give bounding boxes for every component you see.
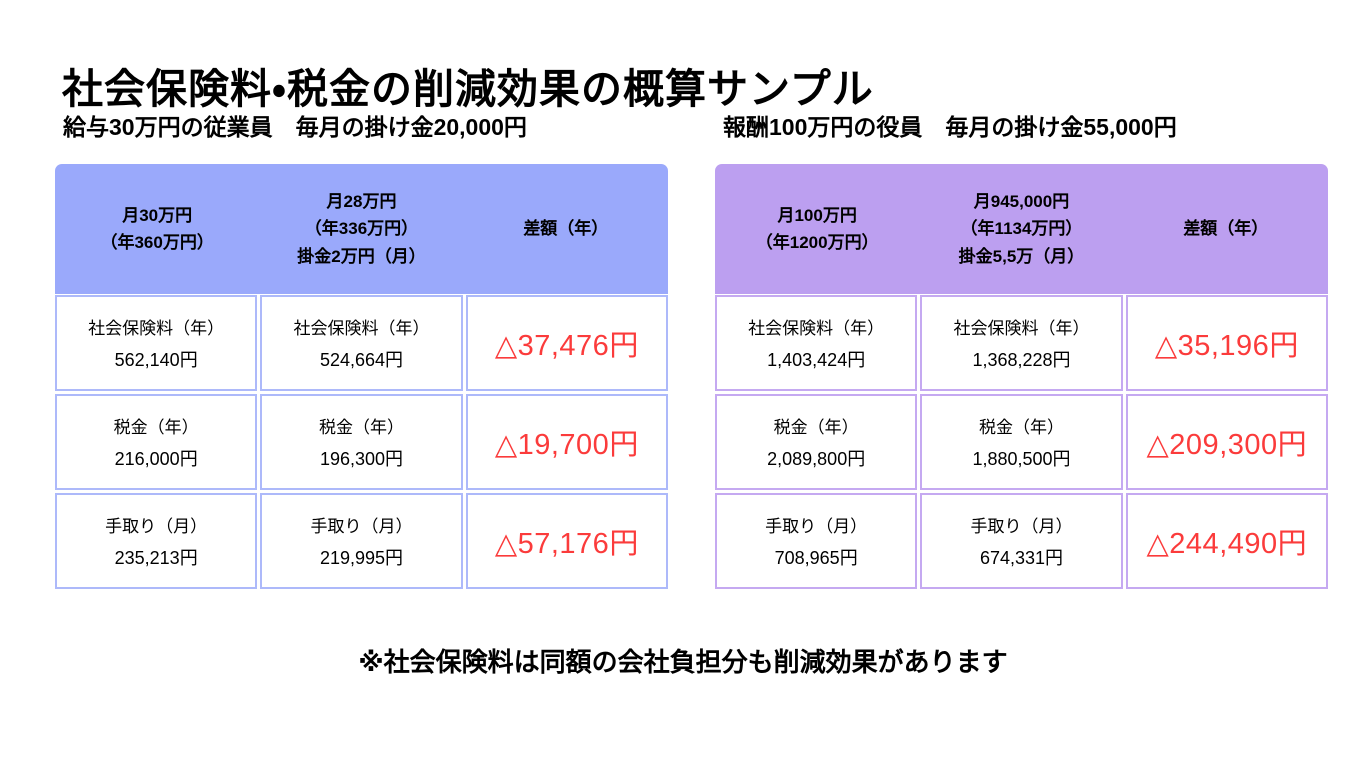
diff-value-cell: △19,700円 (465, 394, 668, 490)
column-header-diff: 差額（年） (464, 164, 668, 294)
cell-value: 1,880,500円 (972, 449, 1071, 469)
executive-table-subtitle: 報酬100万円の役員 毎月の掛け金55,000円 (723, 114, 1177, 140)
executive-table: 報酬100万円の役員 毎月の掛け金55,000円 月100万円 （年1200万円… (715, 108, 1328, 589)
employee-table: 給与30万円の従業員 毎月の掛け金20,000円 月30万円 （年360万円） … (55, 108, 668, 589)
cell-label: 税金（年） (978, 418, 1064, 437)
data-cell: 税金（年） 2,089,800円 (715, 394, 918, 490)
header-line: 差額（年） (1183, 219, 1269, 239)
executive-table-body: 社会保険料（年） 1,403,424円 社会保険料（年） 1,368,228円 … (715, 295, 1328, 589)
cell-value: 524,664円 (319, 350, 404, 370)
column-header-base: 月100万円 （年1200万円） (715, 164, 919, 294)
employee-table-body: 社会保険料（年） 562,140円 社会保険料（年） 524,664円 △37,… (55, 295, 668, 589)
cell-label: 手取り（月） (105, 517, 208, 536)
diff-value-cell: △209,300円 (1125, 394, 1328, 490)
cell-value: 2,089,800円 (767, 449, 866, 469)
diff-value-cell: △57,176円 (465, 493, 668, 589)
data-cell: 社会保険料（年） 1,403,424円 (715, 295, 918, 391)
cell-label: 手取り（月） (970, 517, 1073, 536)
employee-table-subtitle: 給与30万円の従業員 毎月の掛け金20,000円 (63, 114, 527, 140)
cell-label: 社会保険料（年） (293, 319, 430, 338)
cell-label: 税金（年） (773, 418, 859, 437)
data-cell: 税金（年） 196,300円 (260, 394, 463, 490)
data-cell: 手取り（月） 708,965円 (715, 493, 918, 589)
cell-label: 社会保険料（年） (748, 319, 885, 338)
footnote: ※社会保険料は同額の会社負担分も削減効果があります (358, 647, 1008, 677)
cell-label: 税金（年） (318, 418, 404, 437)
diff-value-cell: △37,476円 (465, 295, 668, 391)
cell-value: 708,965円 (774, 548, 858, 568)
data-cell: 手取り（月） 674,331円 (920, 493, 1123, 589)
cell-label: 社会保険料（年） (88, 319, 225, 338)
header-line: （年336万円） (304, 219, 419, 239)
column-header-diff: 差額（年） (1124, 164, 1328, 294)
header-line: 月28万円 (326, 192, 397, 212)
diff-value-cell: △35,196円 (1125, 295, 1328, 391)
cell-value: 1,403,424円 (767, 350, 866, 370)
header-line: 差額（年） (523, 219, 609, 239)
cell-value: 219,995円 (319, 548, 404, 568)
diff-value-cell: △244,490円 (1125, 493, 1328, 589)
executive-table-header: 月100万円 （年1200万円） 月945,000円 （年1134万円） 掛金5… (715, 164, 1328, 294)
page-title: 社会保険料・税金の削減効果の概算サンプル (62, 66, 874, 113)
header-line: 掛金2万円（月） (297, 246, 426, 266)
header-line: 掛金5,5万（月） (958, 246, 1085, 266)
data-cell: 税金（年） 1,880,500円 (920, 394, 1123, 490)
cell-label: 手取り（月） (310, 517, 413, 536)
cell-value: 674,331円 (979, 548, 1064, 568)
column-header-plan: 月945,000円 （年1134万円） 掛金5,5万（月） (919, 164, 1123, 294)
header-line: 月100万円 (777, 205, 857, 225)
data-cell: 手取り（月） 219,995円 (260, 493, 463, 589)
cell-value: 562,140円 (114, 350, 198, 370)
column-header-base: 月30万円 （年360万円） (55, 164, 259, 294)
tables-row: 給与30万円の従業員 毎月の掛け金20,000円 月30万円 （年360万円） … (55, 108, 1328, 589)
cell-value: 196,300円 (319, 449, 404, 469)
header-line: （年360万円） (100, 233, 214, 252)
header-line: （年1134万円） (960, 219, 1083, 239)
data-cell: 社会保険料（年） 1,368,228円 (920, 295, 1123, 391)
header-line: 月30万円 (122, 205, 193, 225)
cell-label: 手取り（月） (765, 517, 868, 536)
data-cell: 社会保険料（年） 562,140円 (55, 295, 258, 391)
data-cell: 税金（年） 216,000円 (55, 394, 258, 490)
cell-label: 社会保険料（年） (953, 319, 1090, 338)
header-line: 月945,000円 (973, 192, 1070, 212)
cell-value: 235,213円 (114, 548, 198, 568)
data-cell: 社会保険料（年） 524,664円 (260, 295, 463, 391)
column-header-plan: 月28万円 （年336万円） 掛金2万円（月） (259, 164, 463, 294)
cell-value: 1,368,228円 (972, 350, 1071, 370)
header-line: （年1200万円） (755, 233, 879, 252)
cell-label: 税金（年） (113, 418, 199, 437)
employee-table-header: 月30万円 （年360万円） 月28万円 （年336万円） 掛金2万円（月） 差… (55, 164, 668, 294)
data-cell: 手取り（月） 235,213円 (55, 493, 258, 589)
cell-value: 216,000円 (114, 449, 198, 469)
